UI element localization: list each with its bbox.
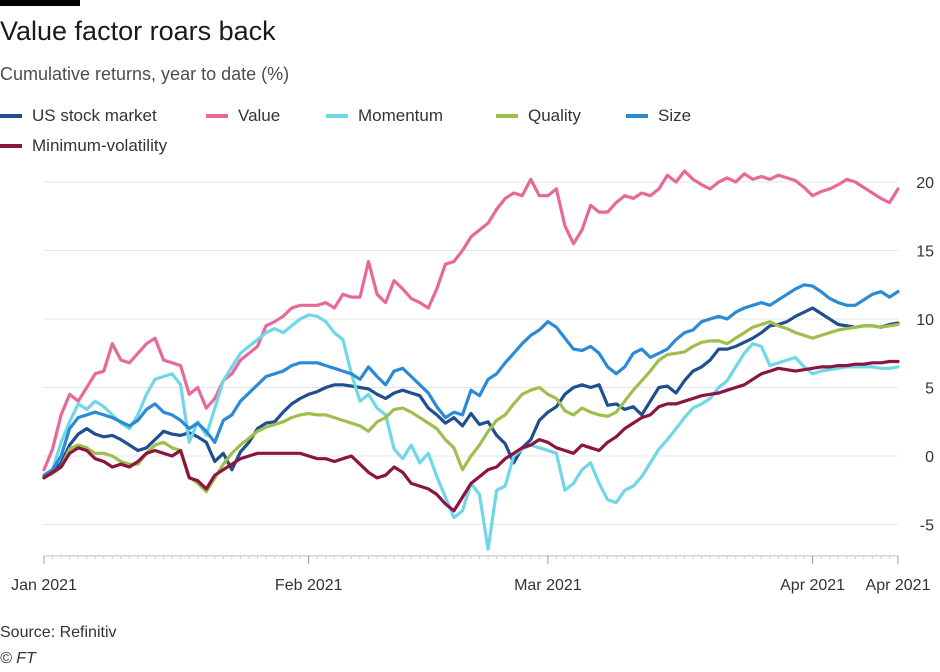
legend-swatch <box>326 114 348 118</box>
legend-swatch <box>206 114 228 118</box>
y-tick-label: 0 <box>925 449 934 466</box>
x-tick-label: Apr 2021 <box>866 577 931 594</box>
legend-swatch <box>626 114 648 118</box>
legend-label: Value <box>238 106 281 125</box>
y-tick-label: 5 <box>925 381 934 398</box>
y-tick-label: 10 <box>916 312 934 329</box>
legend-label: Quality <box>528 106 581 125</box>
legend-label: Minimum-volatility <box>32 136 168 155</box>
legend-swatch <box>0 144 22 148</box>
legend-item-minimum-volatility: Minimum-volatility <box>0 136 167 156</box>
series-line-value <box>42 169 900 472</box>
series-line-momentum <box>42 313 900 551</box>
brand-bar <box>0 0 80 6</box>
chart-subtitle: Cumulative returns, year to date (%) <box>0 64 290 84</box>
legend-item-us-stock-market: US stock market <box>0 106 157 126</box>
legend-label: US stock market <box>32 106 157 125</box>
x-tick-label: Mar 2021 <box>514 577 582 594</box>
legend-item-momentum: Momentum <box>326 106 443 126</box>
x-tick-label: Feb 2021 <box>275 577 343 594</box>
chart-title: Value factor roars back <box>0 16 276 46</box>
y-tick-label: 15 <box>916 244 934 261</box>
x-tick-label: Apr 2021 <box>780 577 845 594</box>
legend-swatch <box>0 114 22 118</box>
source-note: Source: Refinitiv <box>0 624 117 641</box>
line-chart: -5 0 5 10 15 20 Jan 2021 Feb 2021 Mar 2021 Apr 20… <box>11 169 934 594</box>
y-tick-label: -5 <box>920 518 934 535</box>
credit-note: © FT <box>0 650 36 667</box>
legend-label: Size <box>658 106 692 125</box>
legend-swatch <box>496 114 518 118</box>
legend-item-size: Size <box>626 106 691 126</box>
y-tick-label: 20 <box>916 175 934 192</box>
series-line-minimum-volatility <box>42 359 900 513</box>
series-line-quality <box>42 320 900 494</box>
legend-item-value: Value <box>206 106 280 126</box>
x-tick-label: Jan 2021 <box>11 577 77 594</box>
legend-item-quality: Quality <box>496 106 581 126</box>
series-line-size <box>42 283 900 477</box>
legend-label: Momentum <box>358 106 444 125</box>
